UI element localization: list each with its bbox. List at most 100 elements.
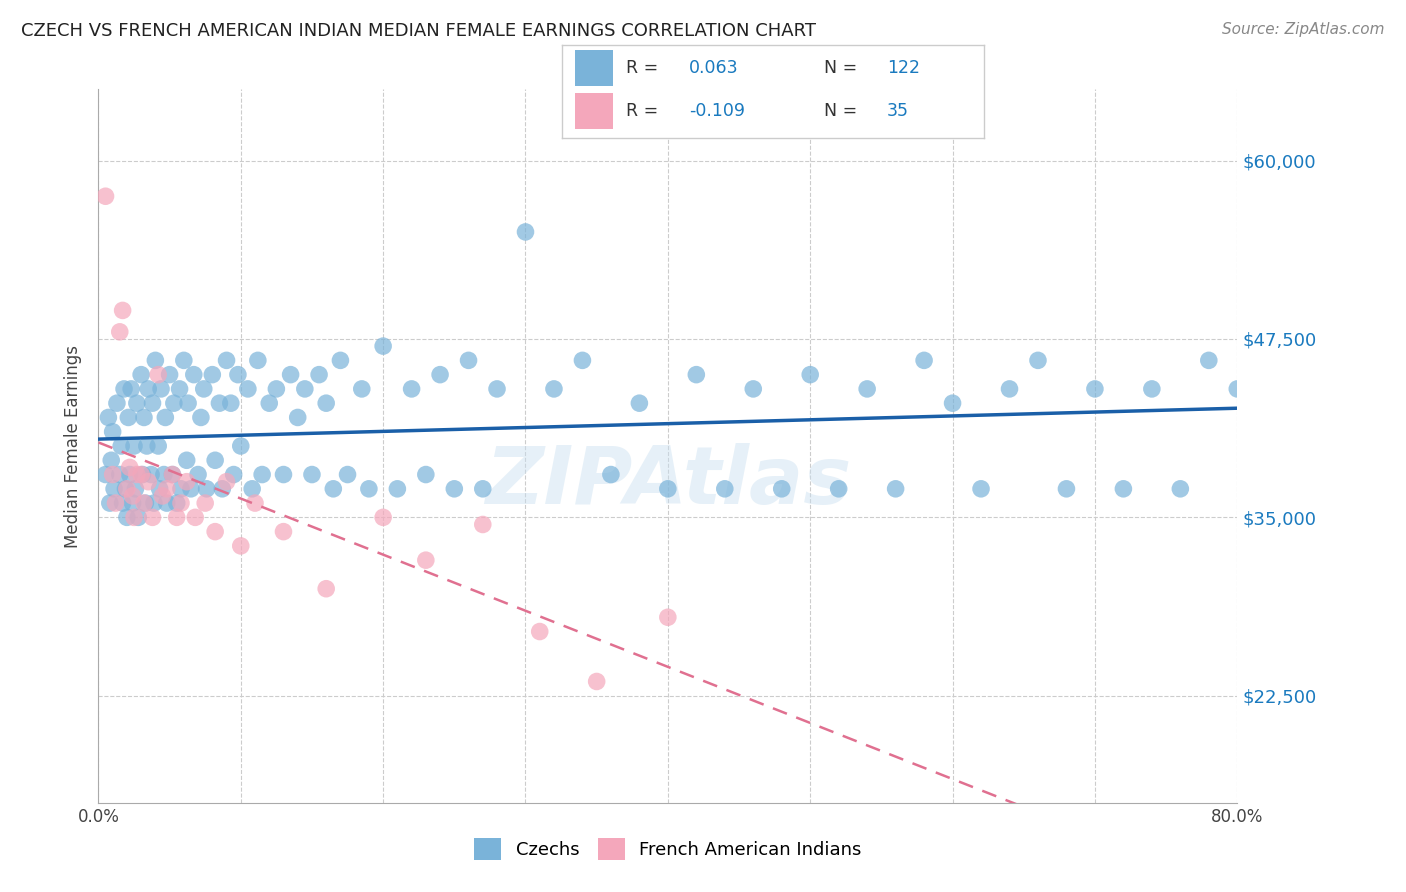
Point <box>998 382 1021 396</box>
Text: 122: 122 <box>887 59 920 77</box>
Point <box>132 496 155 510</box>
Point <box>111 303 134 318</box>
Point <box>373 510 395 524</box>
Legend: Czechs, French American Indians: Czechs, French American Indians <box>467 830 869 867</box>
Point <box>243 496 266 510</box>
Point <box>350 382 373 396</box>
Point <box>131 467 153 482</box>
Point <box>184 510 207 524</box>
Point <box>201 368 224 382</box>
Point <box>114 482 136 496</box>
Point <box>129 467 152 482</box>
Point <box>322 482 344 496</box>
Point <box>401 382 423 396</box>
Point <box>657 610 679 624</box>
Point <box>585 674 607 689</box>
Point <box>219 396 242 410</box>
Point <box>884 482 907 496</box>
Point <box>156 496 179 510</box>
Text: -0.109: -0.109 <box>689 102 745 120</box>
Point <box>152 489 174 503</box>
Point <box>628 396 651 410</box>
Point <box>166 510 188 524</box>
Point <box>236 382 259 396</box>
Point <box>246 353 269 368</box>
Point <box>336 467 359 482</box>
Point <box>187 467 209 482</box>
Point <box>799 368 821 382</box>
Point <box>112 382 135 396</box>
Point <box>104 496 127 510</box>
Point <box>162 467 184 482</box>
Point <box>170 496 193 510</box>
Point <box>287 410 309 425</box>
Point <box>657 482 679 496</box>
Point <box>100 453 122 467</box>
Point <box>101 425 124 439</box>
Point <box>108 467 131 482</box>
Point <box>101 467 124 482</box>
Point <box>1226 382 1249 396</box>
Point <box>714 482 737 496</box>
Point <box>177 396 200 410</box>
Point <box>250 467 273 482</box>
Point <box>136 475 159 489</box>
Point <box>856 382 879 396</box>
Point <box>1170 482 1192 496</box>
Point <box>98 496 121 510</box>
Point <box>132 410 155 425</box>
Point <box>125 396 148 410</box>
Point <box>180 482 202 496</box>
Point <box>240 482 263 496</box>
Point <box>110 439 132 453</box>
Point <box>457 353 479 368</box>
Point <box>1026 353 1049 368</box>
Point <box>141 510 163 524</box>
Point <box>1112 482 1135 496</box>
Point <box>193 382 215 396</box>
Point <box>103 482 125 496</box>
Point <box>211 482 233 496</box>
Point <box>122 439 145 453</box>
Point <box>134 496 156 510</box>
Point <box>194 496 217 510</box>
Point <box>373 339 395 353</box>
Point <box>208 396 231 410</box>
Point <box>222 467 245 482</box>
Point <box>121 489 143 503</box>
Point <box>515 225 537 239</box>
Point <box>120 382 142 396</box>
Point <box>183 368 205 382</box>
Text: R =: R = <box>626 59 658 77</box>
Point <box>429 368 451 382</box>
Point <box>486 382 509 396</box>
Point <box>742 382 765 396</box>
Text: N =: N = <box>824 102 858 120</box>
Point <box>1198 353 1220 368</box>
Point <box>156 482 179 496</box>
Point <box>195 482 218 496</box>
Point <box>315 396 337 410</box>
Text: CZECH VS FRENCH AMERICAN INDIAN MEDIAN FEMALE EARNINGS CORRELATION CHART: CZECH VS FRENCH AMERICAN INDIAN MEDIAN F… <box>21 22 815 40</box>
Point <box>142 496 165 510</box>
Point <box>259 396 281 410</box>
Point <box>229 439 252 453</box>
Point <box>226 368 249 382</box>
Point <box>163 396 186 410</box>
Point <box>415 467 437 482</box>
Point <box>121 496 143 510</box>
Point <box>135 439 157 453</box>
Point <box>117 410 139 425</box>
Point <box>139 467 162 482</box>
Point <box>115 482 138 496</box>
Point <box>149 482 172 496</box>
Point <box>215 475 238 489</box>
Point <box>415 553 437 567</box>
Point <box>145 353 167 368</box>
Text: R =: R = <box>626 102 658 120</box>
Point <box>1056 482 1078 496</box>
Point <box>912 353 935 368</box>
Point <box>443 482 465 496</box>
Point <box>571 353 593 368</box>
Point <box>301 467 323 482</box>
